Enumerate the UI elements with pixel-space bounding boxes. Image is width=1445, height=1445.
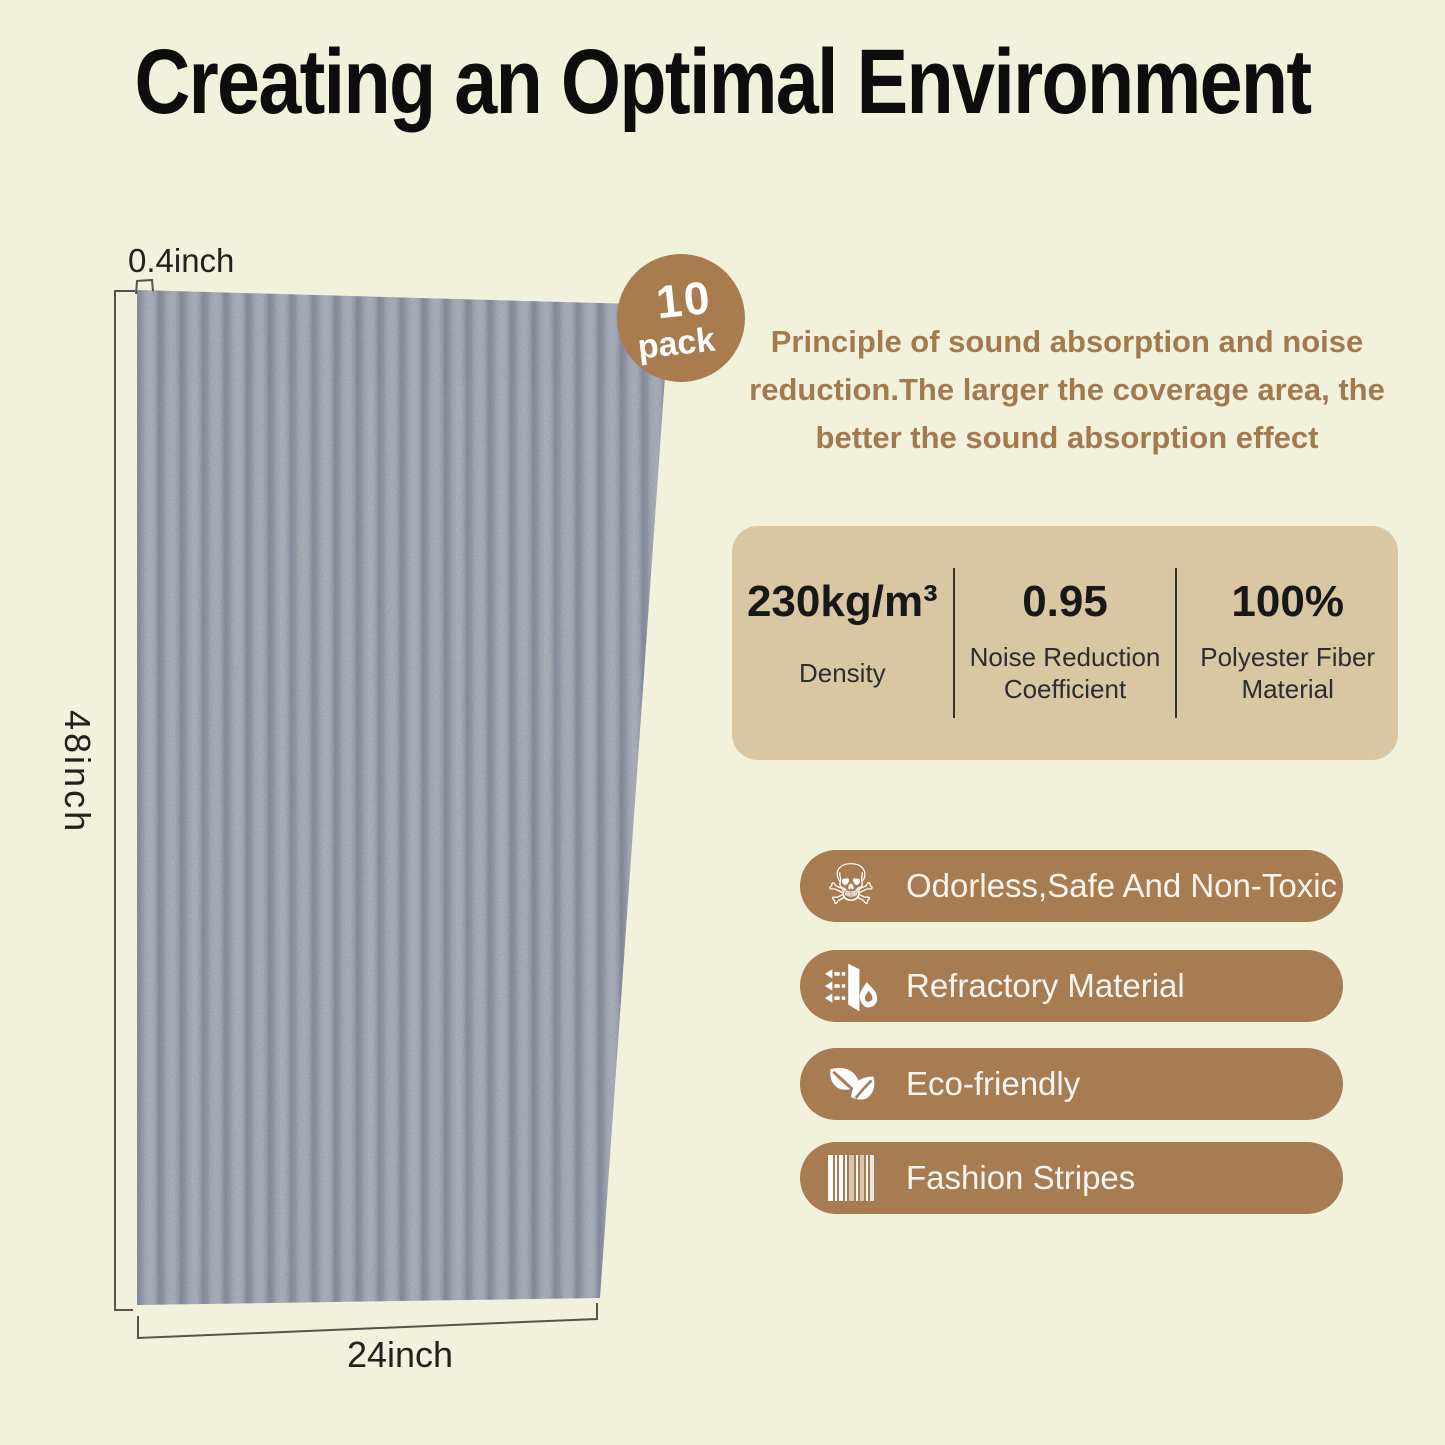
fire-door-icon (822, 957, 880, 1015)
description-line: reduction.The larger the coverage area, … (749, 372, 1385, 408)
feature-pill-refractory: Refractory Material (800, 950, 1343, 1022)
spec-value: 0.95 (1022, 576, 1108, 626)
height-label: 48inch (57, 710, 98, 835)
spec-label: Noise Reduction Coefficient (969, 641, 1161, 705)
width-label: 24inch (346, 1334, 454, 1375)
spec-label: Polyester Fiber Material (1200, 641, 1376, 705)
skull-crossbones-icon: ☠ (825, 853, 877, 918)
description-line: Principle of sound absorption and noise (770, 324, 1364, 359)
spec-divider (952, 568, 955, 718)
spec-value: 100% (1231, 576, 1344, 626)
spec-value: 230kg/m³ (746, 576, 938, 626)
feature-pill-stripes: Fashion Stripes (800, 1142, 1343, 1214)
feature-label: Odorless,Safe And Non-Toxic (906, 867, 1338, 904)
barcode-stripes-icon (822, 1149, 880, 1207)
pack-unit: pack (636, 320, 718, 367)
spec-density: 230kg/m³ Density (732, 576, 953, 708)
spec-divider (1175, 568, 1178, 718)
pack-count-text: 10 pack (636, 270, 724, 367)
leaves-icon (822, 1055, 880, 1113)
spec-label: Density (798, 657, 886, 688)
description-line: better the sound absorption effect (815, 420, 1319, 456)
feature-label: Eco-friendly (906, 1065, 1081, 1102)
feature-label: Refractory Material (906, 967, 1185, 1004)
feature-pill-eco: Eco-friendly (800, 1048, 1343, 1120)
pack-count-badge: 10 pack (617, 254, 745, 382)
pack-count: 10 (653, 270, 715, 328)
description: Principle of sound absorption and noise … (717, 318, 1417, 462)
feature-label: Fashion Stripes (906, 1159, 1136, 1196)
spec-nrc: 0.95 Noise Reduction Coefficient (955, 576, 1176, 708)
acoustic-panel-image (137, 290, 670, 1305)
felt-texture (137, 290, 670, 1305)
feature-pill-non-toxic: ☠ Odorless,Safe And Non-Toxic (800, 850, 1343, 922)
spec-material: 100% Polyester Fiber Material (1177, 576, 1398, 708)
thickness-label: 0.4inch (128, 242, 235, 279)
specs-box: 230kg/m³ Density 0.95 Noise Reduction Co… (732, 526, 1398, 760)
page-title: Creating an Optimal Environment (134, 31, 1313, 133)
